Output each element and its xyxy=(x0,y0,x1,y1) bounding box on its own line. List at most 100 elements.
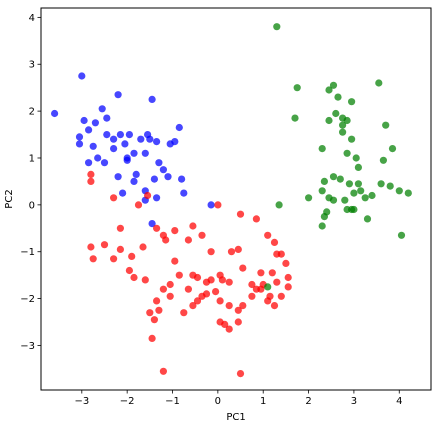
scatter-point xyxy=(382,121,390,129)
scatter-point xyxy=(110,135,118,143)
scatter-point xyxy=(334,93,342,101)
scatter-point xyxy=(379,156,387,164)
scatter-point xyxy=(150,316,158,324)
scatter-point xyxy=(341,196,349,204)
scatter-point xyxy=(87,177,95,185)
x-tick-label: 0 xyxy=(215,396,221,407)
scatter-point xyxy=(361,194,369,202)
scatter-point xyxy=(277,250,285,258)
scatter-point xyxy=(78,72,86,80)
scatter-point xyxy=(377,180,385,188)
scatter-point xyxy=(89,142,97,150)
scatter-point xyxy=(343,149,351,157)
y-tick-label: −1 xyxy=(20,247,35,258)
scatter-point xyxy=(218,276,226,284)
scatter-point xyxy=(252,215,260,223)
scatter-point xyxy=(153,194,161,202)
scatter-point xyxy=(184,285,192,293)
scatter-point xyxy=(148,220,156,228)
scatter-point xyxy=(375,79,383,87)
scatter-point xyxy=(225,302,233,310)
scatter-point xyxy=(130,273,138,282)
y-tick-label: 2 xyxy=(29,107,35,118)
scatter-point xyxy=(270,238,279,246)
scatter-point xyxy=(146,135,154,143)
scatter-point xyxy=(178,175,186,183)
scatter-point xyxy=(354,180,362,188)
x-tick-label: 4 xyxy=(396,396,402,407)
scatter-point xyxy=(153,297,161,305)
scatter-point xyxy=(150,175,158,183)
scatter-point xyxy=(146,309,154,317)
scatter-point xyxy=(291,114,299,122)
scatter-point xyxy=(225,278,233,286)
scatter-point xyxy=(103,131,111,139)
scatter-point xyxy=(264,231,272,239)
scatter-point xyxy=(103,114,111,122)
scatter-point xyxy=(171,227,179,235)
scatter-point xyxy=(155,159,163,167)
scatter-point xyxy=(121,140,129,148)
scatter-point xyxy=(216,318,224,326)
scatter-point xyxy=(207,248,215,256)
x-tick-label: 2 xyxy=(305,396,311,407)
scatter-point xyxy=(282,259,290,267)
scatter-point xyxy=(293,84,301,92)
scatter-point xyxy=(130,149,138,157)
y-axis-ticks: −3 −2 −1 0 1 2 3 4 xyxy=(20,13,41,352)
scatter-point xyxy=(325,116,333,125)
scatter-point xyxy=(320,177,328,185)
scatter-point xyxy=(284,273,292,282)
scatter-point xyxy=(266,292,274,300)
scatter-point xyxy=(404,189,412,197)
scatter-point xyxy=(270,302,279,310)
scatter-point xyxy=(110,194,118,202)
x-tick-label: 1 xyxy=(260,396,266,407)
y-tick-label: −2 xyxy=(20,294,35,305)
scatter-point xyxy=(257,269,265,277)
scatter-point xyxy=(80,116,88,125)
scatter-point xyxy=(264,283,272,291)
scatter-point xyxy=(273,278,281,286)
y-tick-label: 1 xyxy=(29,153,35,164)
scatter-point xyxy=(386,182,394,190)
scatter-point xyxy=(318,187,326,195)
scatter-point xyxy=(148,95,156,103)
scatter-point xyxy=(164,173,172,181)
scatter-point xyxy=(234,318,242,326)
scatter-point xyxy=(139,243,147,251)
scatter-point xyxy=(89,255,97,263)
scatter-point xyxy=(141,276,149,284)
x-tick-label: −3 xyxy=(74,396,89,407)
scatter-point xyxy=(339,121,347,129)
scatter-point xyxy=(239,302,247,310)
scatter-point xyxy=(350,189,358,197)
scatter-point xyxy=(284,283,292,291)
scatter-point xyxy=(75,140,84,148)
scatter-point xyxy=(332,109,340,118)
scatter-point xyxy=(198,292,206,300)
scatter-point xyxy=(198,231,206,239)
scatter-point xyxy=(236,370,245,378)
y-tick-label: 3 xyxy=(29,60,35,71)
scatter-point xyxy=(357,187,365,195)
scatter-point xyxy=(153,138,161,146)
scatter-point xyxy=(189,271,197,279)
scatter-point xyxy=(85,159,93,167)
scatter-point xyxy=(94,154,102,162)
data-points xyxy=(51,23,412,378)
scatter-point xyxy=(125,266,133,275)
scatter-point xyxy=(395,187,403,195)
scatter-point xyxy=(137,135,145,143)
scatter-point xyxy=(100,159,109,167)
scatter-point xyxy=(144,191,152,200)
scatter-point xyxy=(323,208,331,216)
scatter-point xyxy=(116,131,124,139)
scatter-point xyxy=(110,145,118,153)
scatter-point xyxy=(175,271,183,279)
scatter-point xyxy=(225,325,233,333)
y-axis-label: PC2 xyxy=(4,189,15,208)
scatter-point xyxy=(348,135,356,143)
scatter-point xyxy=(248,292,256,300)
scatter-point xyxy=(207,276,215,284)
